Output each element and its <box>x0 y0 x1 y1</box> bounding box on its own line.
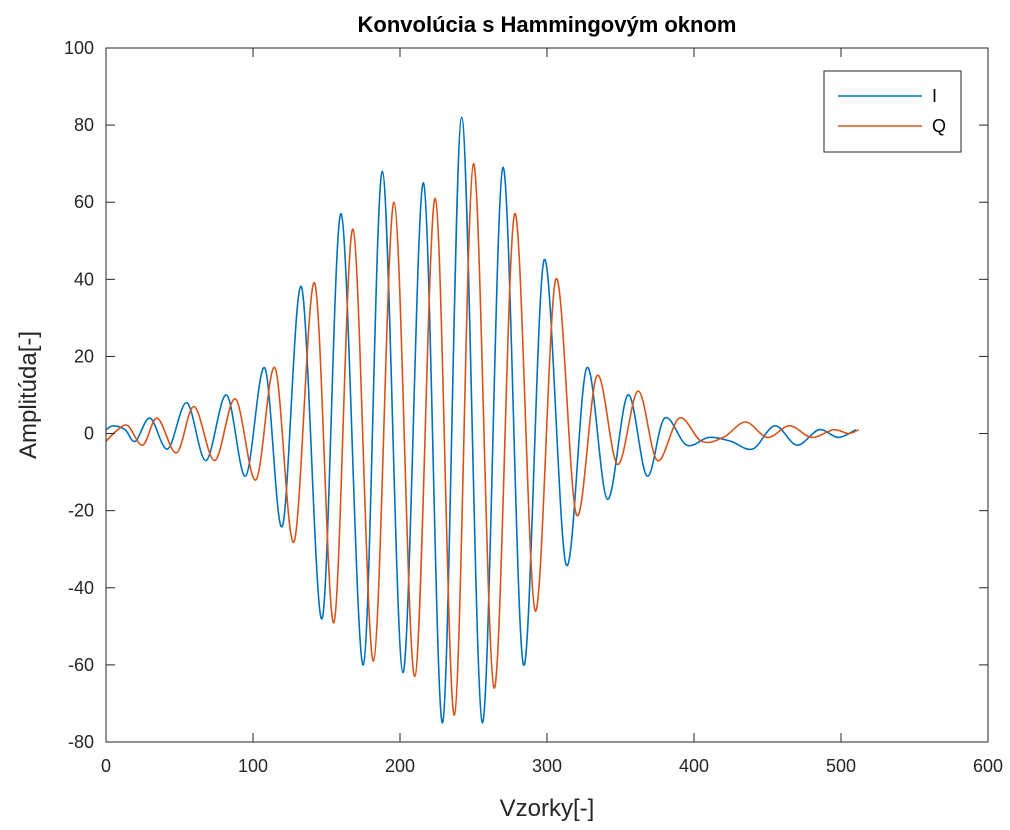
series-line-i <box>105 116 857 724</box>
legend-label-i: I <box>932 86 937 106</box>
y-tick-label: 40 <box>74 269 94 289</box>
plot-area <box>106 48 988 742</box>
y-tick-label: -40 <box>68 578 94 598</box>
x-tick-label: 300 <box>532 756 562 776</box>
legend: IQ <box>823 70 962 153</box>
axes-layer: 0 100 200 300 400 500 600 -80 -60 -40 -20 0 20 40 60 80… <box>64 38 1003 776</box>
x-tick-label: 100 <box>238 756 268 776</box>
series-line-q <box>105 162 859 716</box>
x-tick-label: 500 <box>826 756 856 776</box>
series-layer <box>105 116 859 724</box>
x-tick-label: 200 <box>385 756 415 776</box>
y-axis-label: Amplitúda[-] <box>15 331 42 459</box>
y-tick-label: 80 <box>74 115 94 135</box>
x-tick-label: 400 <box>679 756 709 776</box>
y-tick-label: 20 <box>74 346 94 366</box>
x-tick-label: 0 <box>101 756 111 776</box>
x-axis-label: Vzorky[-] <box>500 795 595 822</box>
x-tick-label: 600 <box>973 756 1003 776</box>
chart-title: Konvolúcia s Hammingovým oknom <box>358 12 737 37</box>
legend-box <box>823 70 962 153</box>
y-tick-label: -80 <box>68 732 94 752</box>
y-tick-label: 60 <box>74 192 94 212</box>
y-tick-label: 100 <box>64 38 94 58</box>
y-tick-label: 0 <box>84 424 94 444</box>
y-tick-label: -60 <box>68 655 94 675</box>
legend-label-q: Q <box>932 116 946 136</box>
y-tick-label: -20 <box>68 501 94 521</box>
